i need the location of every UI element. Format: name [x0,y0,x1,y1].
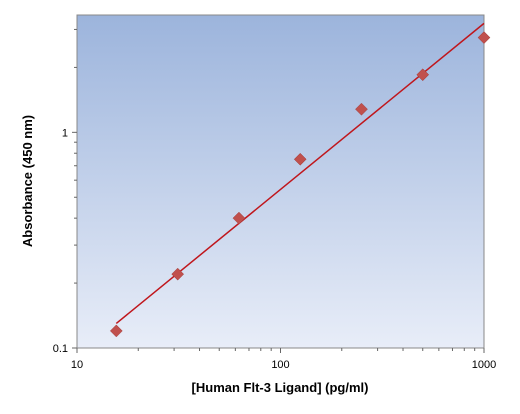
x-axis: 10 100 1000 [71,348,496,371]
data-point [109,324,123,338]
plot-area [76,14,485,349]
x-axis-title: [Human Flt-3 Ligand] (pg/ml) [192,380,369,395]
y-axis-title: Absorbance (450 nm) [20,115,35,247]
data-point [171,267,185,281]
data-point [232,211,246,225]
data-point [477,31,491,44]
data-point [355,102,368,116]
y-axis: 0.11 [53,28,77,355]
data-points [109,31,491,338]
data-point [293,152,307,166]
y-tick-label: 0.1 [53,343,68,355]
y-tick-label: 1 [62,127,68,139]
x-tick-label: 1000 [472,359,496,371]
x-tick-label: 100 [271,359,289,371]
data-point [416,68,430,82]
x-tick-label: 10 [71,359,83,371]
